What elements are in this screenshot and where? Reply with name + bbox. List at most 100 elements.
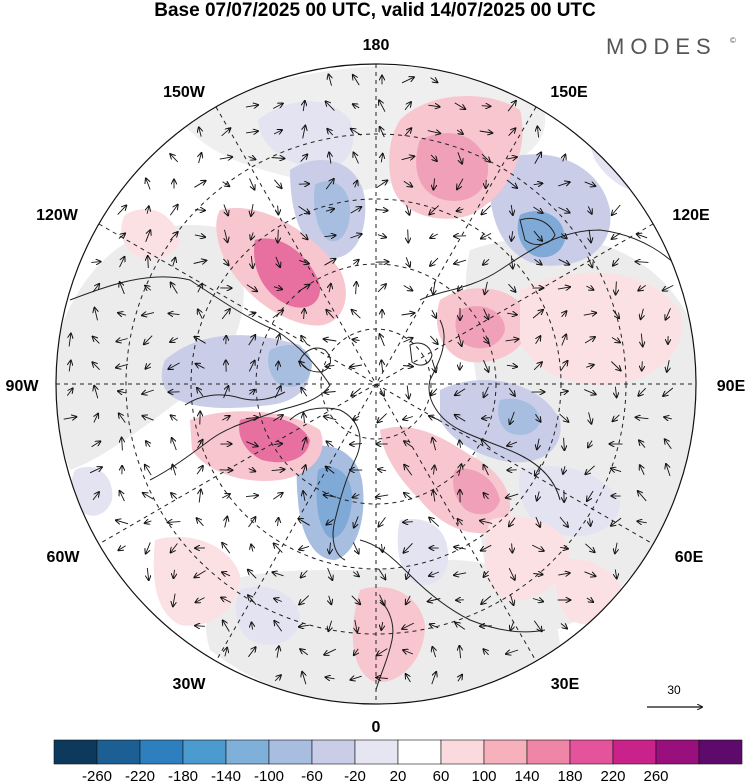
wind-vector bbox=[380, 388, 384, 395]
wind-vector bbox=[456, 130, 463, 134]
wind-vector bbox=[142, 313, 155, 316]
wind-vector bbox=[560, 391, 567, 393]
wind-vector bbox=[506, 494, 519, 498]
wind-vector bbox=[248, 157, 256, 160]
wind-vector bbox=[274, 179, 281, 188]
wind-vector bbox=[301, 570, 308, 578]
lon-label-150e: 150E bbox=[550, 84, 588, 101]
wind-vector bbox=[404, 102, 411, 111]
wind-vector bbox=[454, 573, 467, 575]
wind-vector bbox=[484, 493, 489, 500]
wind-vector bbox=[636, 417, 649, 418]
wind-vector bbox=[506, 649, 519, 654]
wind-vector bbox=[248, 647, 255, 658]
wind-vector bbox=[505, 339, 519, 341]
wind-vector bbox=[351, 595, 360, 604]
wind-vector bbox=[273, 444, 282, 445]
wind-vector bbox=[641, 333, 642, 347]
wind-vector bbox=[454, 547, 466, 549]
wind-vector bbox=[481, 106, 491, 107]
colorbar-swatch bbox=[139, 739, 184, 765]
wind-vector bbox=[404, 542, 413, 552]
wind-vector bbox=[271, 158, 285, 159]
wind-vector bbox=[222, 543, 231, 554]
wind-vector bbox=[379, 594, 385, 606]
wind-vector bbox=[508, 128, 516, 137]
wind-vector bbox=[91, 441, 101, 448]
wind-vector bbox=[352, 542, 358, 553]
wind-vector bbox=[613, 414, 620, 421]
wind-vector bbox=[219, 157, 232, 159]
wind-vector bbox=[430, 234, 439, 238]
wind-vector bbox=[147, 206, 149, 214]
wind-vector bbox=[303, 491, 305, 501]
wind-vector bbox=[457, 152, 462, 163]
wind-vector bbox=[197, 518, 204, 527]
wind-vector bbox=[353, 260, 358, 265]
colorbar-swatch bbox=[569, 739, 614, 765]
wind-vector bbox=[432, 359, 436, 372]
wind-vector bbox=[273, 572, 284, 576]
negative-anomaly bbox=[397, 519, 449, 585]
wind-vector bbox=[91, 262, 100, 263]
wind-vector bbox=[431, 388, 438, 396]
positive-anomaly bbox=[520, 272, 682, 386]
wind-vector bbox=[558, 258, 570, 264]
wind-vector bbox=[300, 649, 309, 656]
lon-label-120e: 120E bbox=[672, 207, 710, 224]
wind-vector bbox=[354, 648, 358, 655]
wind-vector bbox=[174, 569, 175, 578]
wind-vector bbox=[117, 205, 127, 215]
wind-vector bbox=[278, 362, 279, 371]
wind-vector bbox=[278, 518, 279, 527]
wind-vector bbox=[534, 259, 541, 264]
positive-anomaly bbox=[352, 586, 425, 683]
wind-vector bbox=[145, 521, 152, 523]
wind-vector bbox=[350, 365, 363, 367]
wind-vector bbox=[432, 647, 435, 658]
wind-vector bbox=[611, 337, 620, 343]
wind-vector bbox=[408, 229, 409, 243]
colorbar-swatch bbox=[96, 739, 141, 765]
colorbar-swatch bbox=[526, 739, 571, 765]
wind-vector bbox=[246, 131, 258, 133]
wind-vector bbox=[559, 516, 568, 527]
wind-vector bbox=[512, 543, 513, 552]
wind-vector bbox=[225, 648, 227, 657]
wind-vector bbox=[506, 365, 517, 366]
anomaly-field bbox=[56, 66, 696, 704]
wind-vector bbox=[353, 104, 360, 108]
wind-vector bbox=[198, 309, 202, 319]
wind-vector bbox=[534, 152, 541, 164]
wind-vector bbox=[584, 182, 596, 186]
wind-vector bbox=[508, 568, 515, 580]
wind-vector bbox=[639, 440, 646, 448]
colorbar-swatch bbox=[182, 739, 227, 765]
wind-vector bbox=[483, 649, 488, 656]
wind-vector bbox=[532, 599, 543, 602]
wind-vector bbox=[116, 339, 128, 342]
wind-vector bbox=[199, 153, 202, 164]
wind-vector bbox=[406, 257, 410, 266]
wind-vector bbox=[272, 415, 283, 422]
colorbar-swatch bbox=[698, 739, 743, 765]
wind-vector bbox=[429, 205, 440, 215]
wind-vector bbox=[377, 235, 386, 238]
wind-vector bbox=[251, 232, 253, 240]
wind-vector bbox=[353, 495, 360, 498]
wind-vector bbox=[509, 517, 516, 527]
wind-vector bbox=[535, 464, 542, 475]
wind-vector bbox=[615, 542, 617, 554]
wind-vector bbox=[300, 154, 308, 162]
wind-vector bbox=[329, 284, 331, 293]
wind-vector bbox=[169, 232, 177, 241]
wind-vector bbox=[170, 154, 179, 163]
wind-vector bbox=[510, 621, 513, 631]
wind-vector bbox=[403, 366, 413, 367]
wind-vector bbox=[536, 336, 541, 345]
wind-vector bbox=[145, 465, 152, 476]
wind-vector bbox=[611, 468, 622, 471]
wind-vector bbox=[274, 386, 281, 398]
wind-vector bbox=[324, 648, 336, 655]
wind-vector bbox=[329, 152, 331, 164]
